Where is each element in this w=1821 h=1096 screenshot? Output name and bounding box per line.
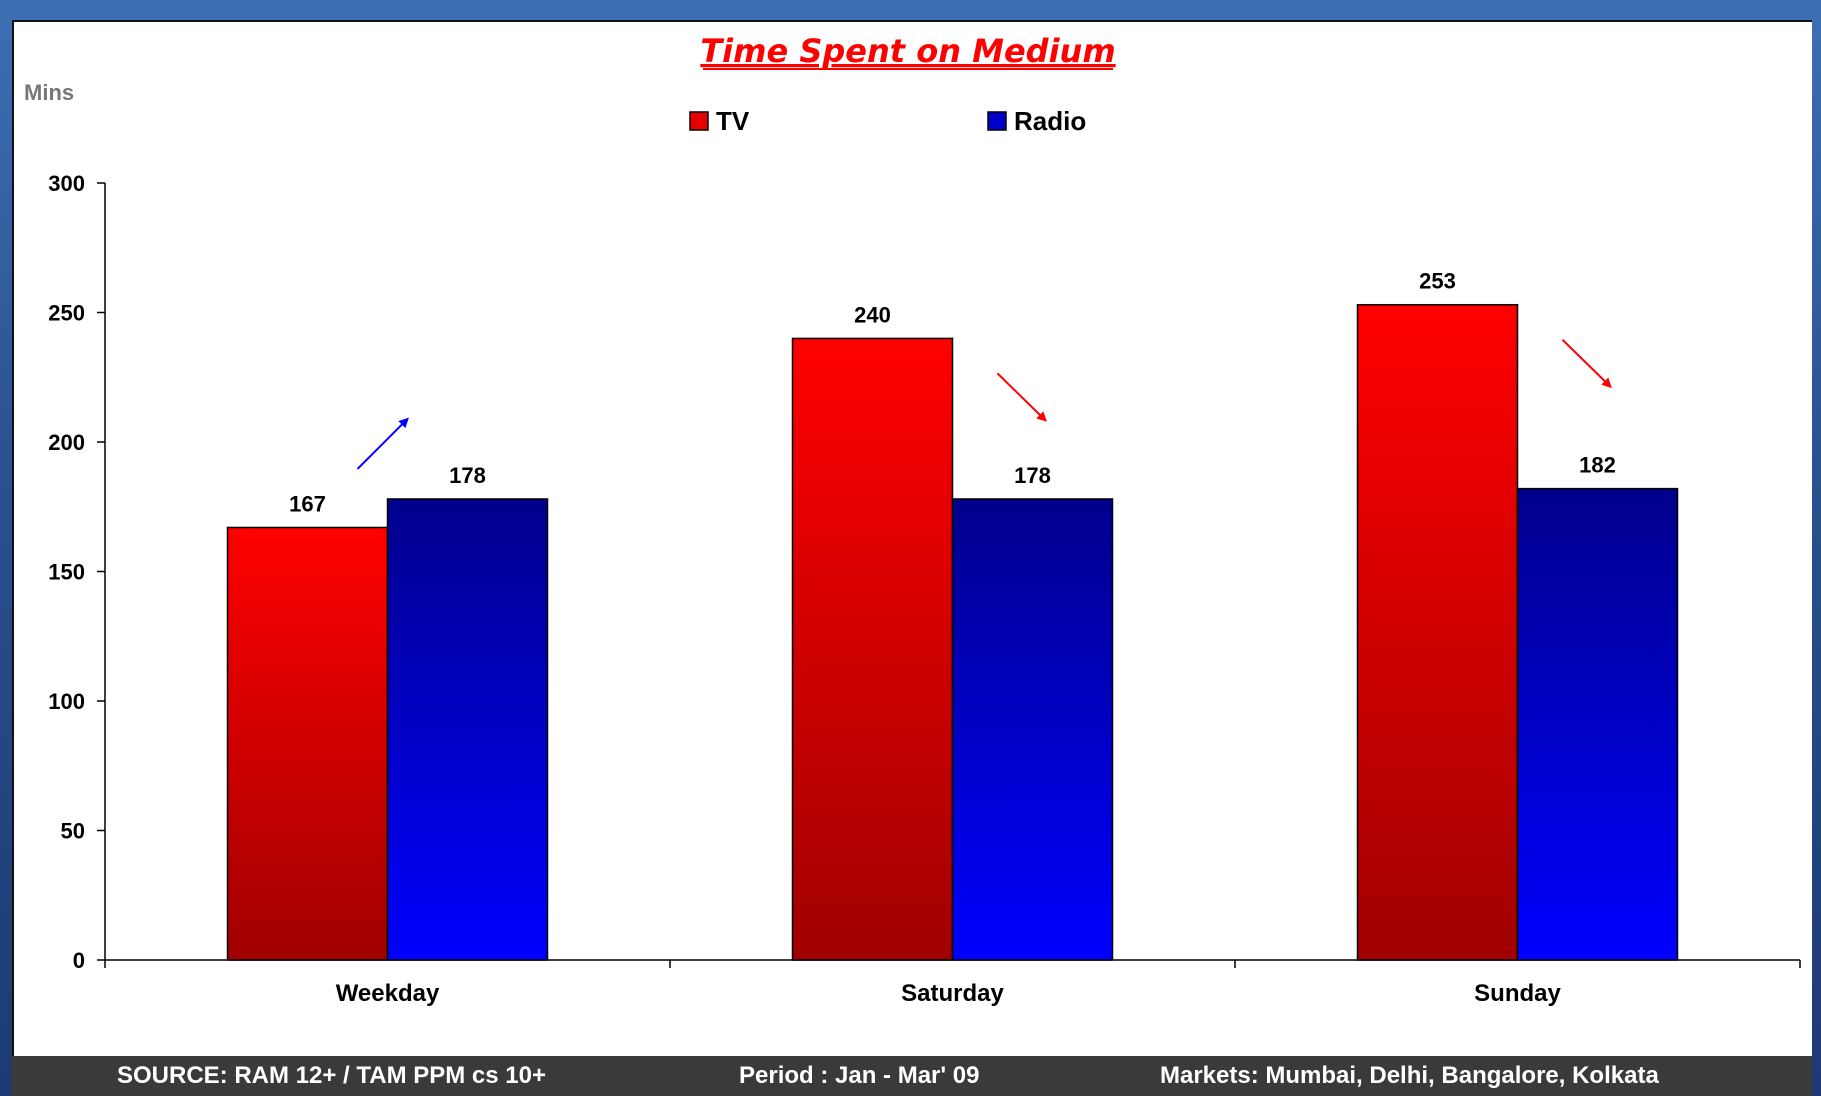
footer-bar: SOURCE: RAM 12+ / TAM PPM cs 10+ Period …	[12, 1056, 1812, 1096]
bar-tv-saturday	[791, 337, 954, 961]
footer-source: SOURCE: RAM 12+ / TAM PPM cs 10+	[117, 1062, 546, 1089]
legend: TV Radio	[689, 106, 1086, 136]
x-tick-label: Saturday	[901, 980, 1004, 1007]
data-label: 178	[1014, 463, 1051, 488]
bar-tv-weekday	[226, 526, 389, 961]
x-tick-label: Sunday	[1474, 980, 1561, 1007]
data-label: 178	[449, 463, 486, 488]
footer-markets: Markets: Mumbai, Delhi, Bangalore, Kolka…	[1160, 1062, 1659, 1089]
bar-tv-sunday	[1356, 303, 1519, 961]
data-labels: 167 178 240 178 253 182	[289, 269, 1616, 517]
x-tick-label: Weekday	[336, 980, 440, 1007]
chart-title: Time Spent on Medium	[700, 32, 1115, 70]
y-tick-label: 200	[48, 430, 85, 455]
trend-arrow-down	[996, 372, 1047, 422]
legend-swatch-tv	[689, 111, 709, 131]
data-label: 167	[289, 491, 326, 516]
axes: 0 50 100 150 200 250 300 Weekday Saturday Sunday	[48, 171, 1801, 1007]
trend-arrows	[356, 339, 1612, 470]
trend-arrow-up	[356, 417, 409, 470]
y-tick-label: 300	[48, 171, 85, 196]
trend-arrow-down	[1561, 339, 1612, 389]
footer-period: Period : Jan - Mar' 09	[739, 1062, 980, 1089]
y-tick-label: 250	[48, 301, 85, 326]
data-label: 182	[1579, 453, 1616, 478]
y-tick-label: 150	[48, 560, 85, 585]
legend-label-radio: Radio	[1014, 106, 1086, 136]
bar-radio-sunday	[1516, 487, 1679, 961]
bars	[226, 303, 1679, 961]
bar-radio-weekday	[386, 498, 549, 961]
data-label: 253	[1419, 269, 1456, 294]
bar-radio-saturday	[951, 498, 1114, 961]
y-tick-label: 0	[73, 948, 85, 973]
data-label: 240	[854, 302, 891, 327]
y-tick-label: 50	[61, 819, 85, 844]
legend-swatch-radio	[987, 111, 1007, 131]
legend-label-tv: TV	[716, 106, 750, 136]
y-axis-label: Mins	[24, 80, 74, 105]
y-tick-label: 100	[48, 689, 85, 714]
